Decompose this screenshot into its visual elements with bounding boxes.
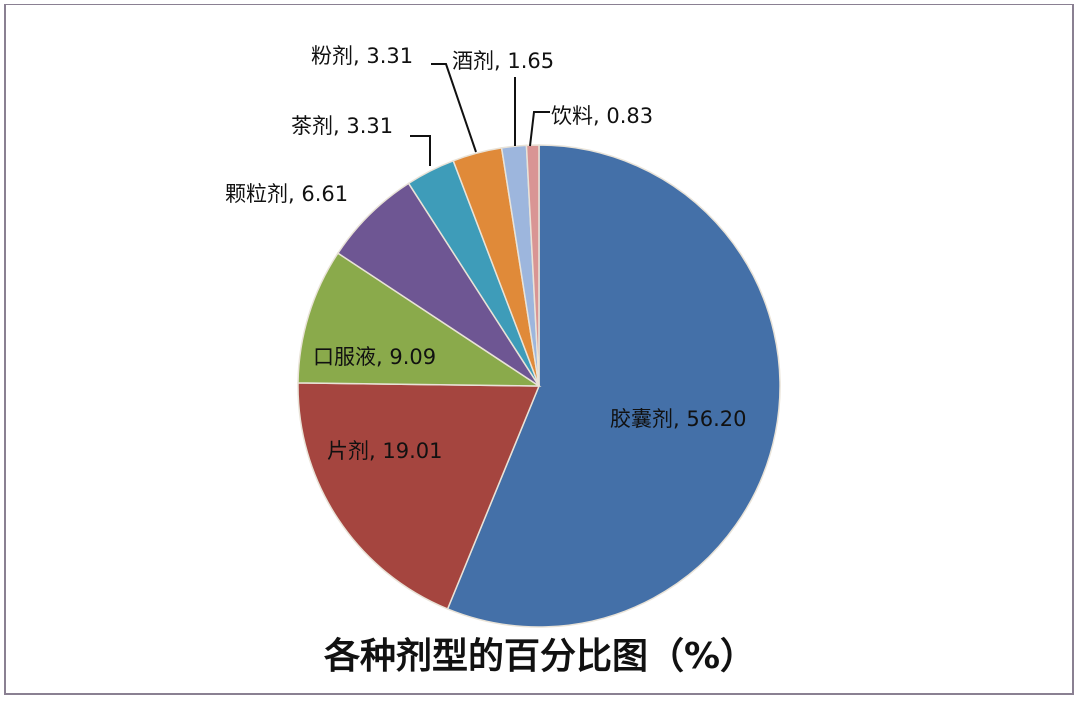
chart-title: 各种剂型的百分比图（%） bbox=[324, 636, 756, 677]
data-label: 颗粒剂, 6.61 bbox=[225, 182, 348, 206]
data-label: 胶囊剂, 56.20 bbox=[610, 407, 746, 431]
data-label: 饮料, 0.83 bbox=[551, 104, 653, 128]
pie-slices bbox=[297, 144, 781, 628]
data-label: 片剂, 19.01 bbox=[327, 439, 442, 463]
leader-line bbox=[410, 135, 431, 166]
data-label: 酒剂, 1.65 bbox=[452, 49, 554, 73]
data-label: 口服液, 9.09 bbox=[313, 345, 436, 369]
leader-lines bbox=[410, 63, 550, 166]
data-label: 茶剂, 3.31 bbox=[291, 114, 393, 138]
leader-line bbox=[431, 63, 477, 153]
pie-slice-2 bbox=[297, 382, 541, 610]
pie-slice-8 bbox=[525, 144, 540, 387]
data-labels: 胶囊剂, 56.20 片剂, 19.01 口服液, 9.09 颗粒剂, 6.61 茶剂,… bbox=[225, 44, 746, 463]
data-label: 粉剂, 3.31 bbox=[311, 44, 413, 68]
pie-slice-3 bbox=[297, 252, 542, 387]
pie-slice-1 bbox=[446, 144, 781, 628]
leader-line bbox=[529, 111, 550, 147]
